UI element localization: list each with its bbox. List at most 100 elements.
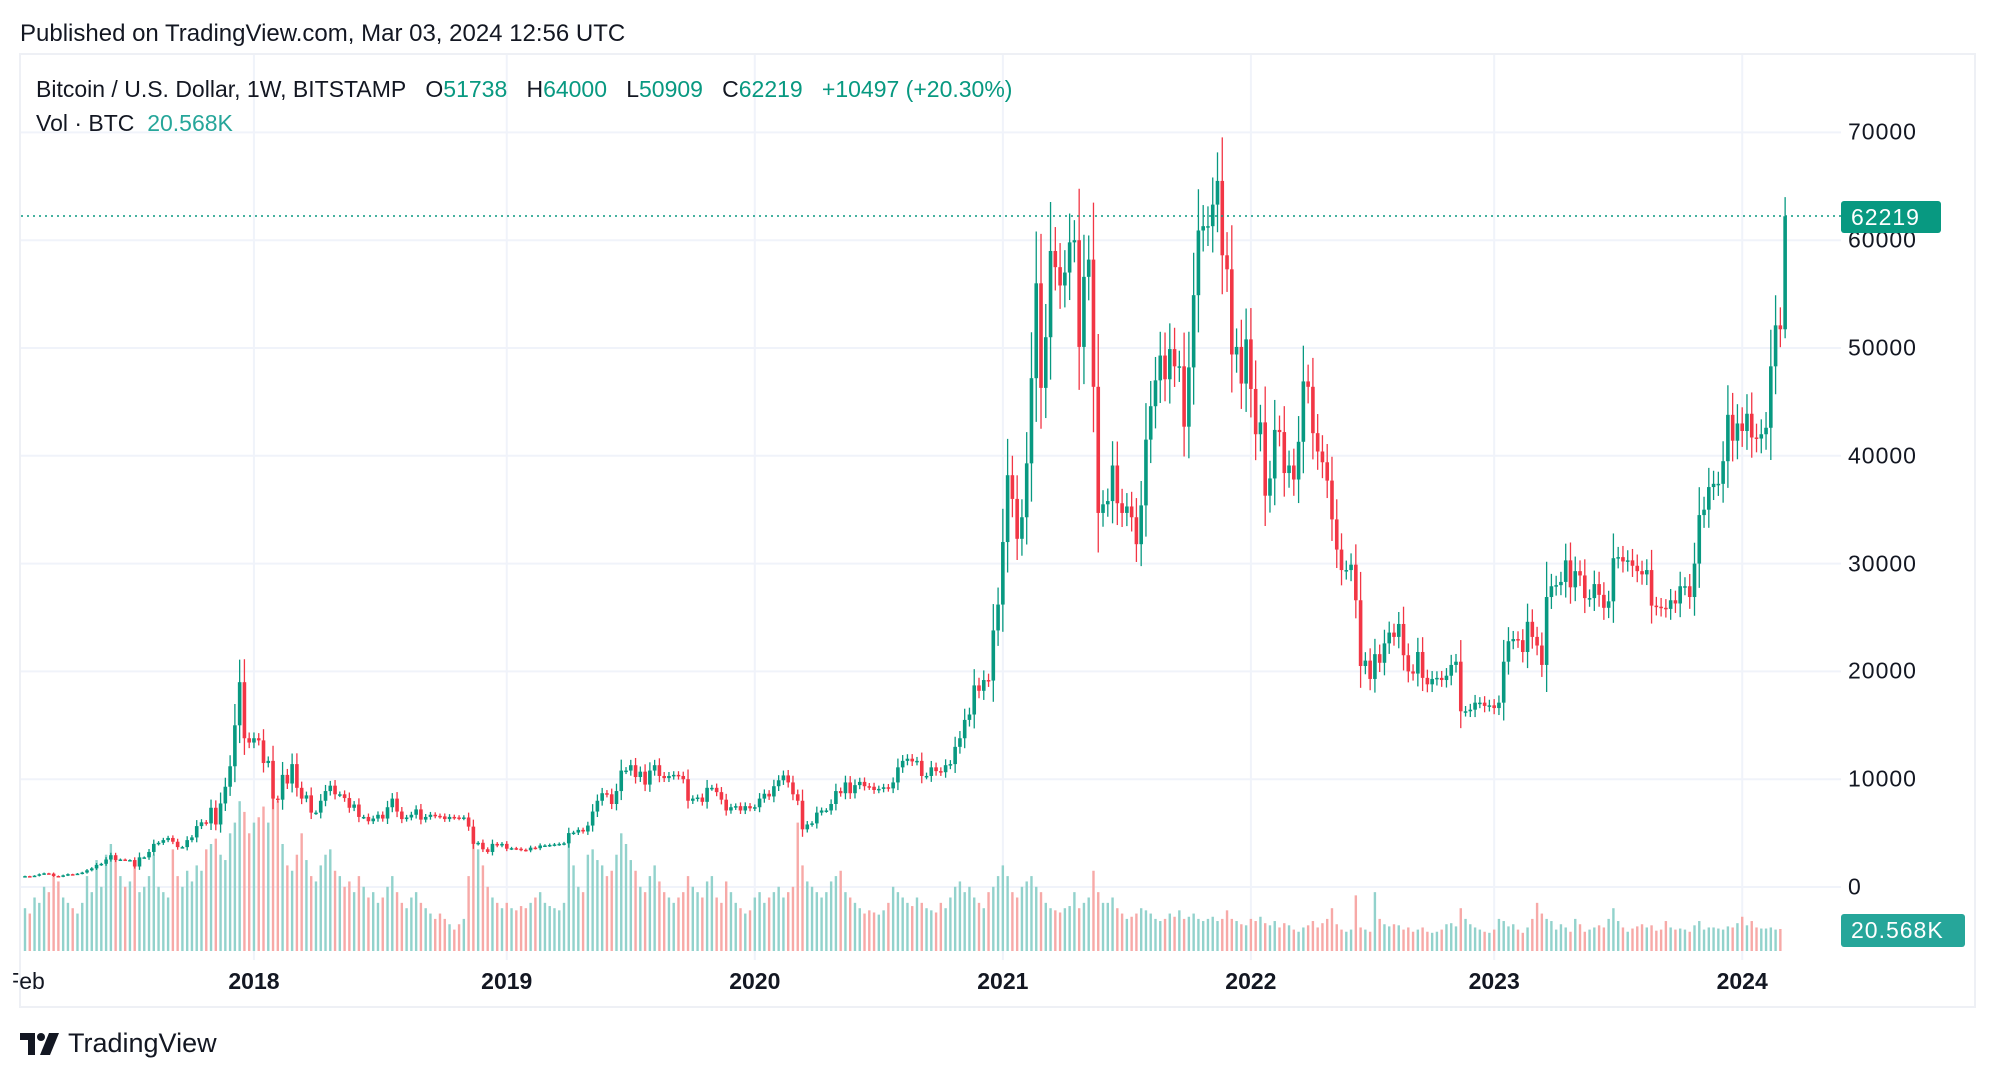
candle-body bbox=[776, 780, 781, 787]
candle-body bbox=[1163, 355, 1167, 380]
candle-body bbox=[581, 829, 585, 832]
volume-bar bbox=[1378, 918, 1381, 951]
volume-bar bbox=[939, 902, 943, 951]
candle bbox=[767, 790, 771, 800]
volume-bar bbox=[600, 865, 604, 951]
candle-body bbox=[37, 874, 42, 876]
candle bbox=[171, 835, 175, 845]
volume-bar bbox=[200, 870, 203, 951]
candle bbox=[1473, 694, 1477, 718]
candle-body bbox=[867, 786, 872, 788]
candle-body bbox=[767, 793, 771, 797]
candle bbox=[147, 849, 151, 860]
candle bbox=[252, 732, 256, 749]
volume-bar bbox=[1445, 924, 1448, 951]
candle bbox=[810, 821, 814, 827]
candle-body bbox=[557, 843, 562, 846]
candle-body bbox=[471, 826, 476, 844]
high-label: H bbox=[526, 76, 544, 102]
candle bbox=[290, 753, 294, 793]
candle bbox=[1396, 611, 1401, 649]
volume-bar bbox=[1597, 925, 1601, 951]
volume-bar bbox=[1459, 908, 1462, 951]
candle-body bbox=[395, 798, 399, 812]
candle bbox=[338, 791, 342, 798]
candle bbox=[280, 761, 285, 810]
candle-body bbox=[595, 800, 600, 812]
candle-body bbox=[104, 859, 108, 864]
candle-body bbox=[700, 797, 705, 802]
candle bbox=[843, 775, 848, 800]
candle bbox=[61, 874, 65, 878]
candle-body bbox=[1072, 240, 1077, 243]
candle bbox=[514, 846, 519, 851]
candle bbox=[1172, 327, 1177, 387]
time-tick-label: Feb bbox=[5, 968, 45, 994]
candle-body bbox=[972, 685, 977, 715]
candle-body bbox=[66, 874, 70, 876]
time-tick-label: 2021 bbox=[977, 968, 1029, 994]
candle-body bbox=[1635, 565, 1640, 572]
volume-bar bbox=[524, 908, 528, 951]
candle-body bbox=[1554, 585, 1558, 587]
candle-body bbox=[137, 857, 142, 867]
candle bbox=[1444, 668, 1449, 688]
candle-body bbox=[1377, 654, 1382, 663]
volume-bar bbox=[348, 881, 351, 951]
candle-body bbox=[996, 604, 1000, 631]
candle-body bbox=[1320, 451, 1325, 463]
candle-body bbox=[633, 765, 638, 778]
candle bbox=[1320, 435, 1325, 479]
candle-body bbox=[1406, 655, 1411, 672]
candle-body bbox=[252, 738, 256, 743]
candle-body bbox=[190, 837, 194, 841]
candle bbox=[447, 814, 452, 822]
candle-body bbox=[991, 630, 996, 681]
candle bbox=[1563, 543, 1568, 598]
candle bbox=[676, 771, 681, 780]
candle bbox=[948, 760, 953, 770]
candle-body bbox=[328, 785, 333, 792]
candle bbox=[1230, 225, 1234, 393]
volume-bar bbox=[1063, 908, 1067, 951]
logo-text: TradingView bbox=[68, 1028, 217, 1058]
time-tick-label: 2023 bbox=[1468, 968, 1520, 994]
volume-bar bbox=[701, 897, 704, 951]
candle bbox=[881, 783, 886, 793]
candle bbox=[299, 781, 304, 805]
candle bbox=[409, 811, 414, 821]
volume-bar bbox=[1187, 916, 1191, 951]
candle bbox=[1268, 460, 1272, 513]
open-label: O bbox=[425, 76, 444, 102]
candle-body bbox=[171, 837, 175, 842]
candle bbox=[42, 872, 46, 875]
candle bbox=[1368, 648, 1372, 691]
candle bbox=[1749, 392, 1754, 458]
candle-body bbox=[347, 798, 352, 808]
volume-bars bbox=[23, 790, 1782, 951]
candle bbox=[1058, 243, 1062, 309]
candle bbox=[786, 769, 790, 788]
candle-body bbox=[1458, 661, 1463, 712]
candle-body bbox=[695, 797, 700, 800]
candle-body bbox=[538, 845, 542, 849]
candle-body bbox=[872, 786, 876, 790]
candle bbox=[614, 783, 619, 811]
volume-bar bbox=[1287, 925, 1291, 951]
candle-body bbox=[156, 842, 161, 845]
volume-bar bbox=[839, 870, 842, 951]
candle bbox=[295, 753, 299, 797]
candle-body bbox=[981, 680, 986, 691]
volume-bar bbox=[1402, 929, 1405, 951]
candle-body bbox=[256, 738, 261, 741]
volume-bar bbox=[152, 854, 155, 951]
candle bbox=[113, 852, 118, 863]
volume-bar bbox=[829, 881, 833, 951]
tradingview-logo[interactable]: TradingView bbox=[20, 1028, 217, 1059]
volume-bar bbox=[286, 865, 289, 951]
volume-bar bbox=[877, 914, 881, 951]
candle bbox=[1554, 575, 1558, 596]
volume-bar bbox=[1302, 927, 1305, 951]
candle bbox=[1478, 697, 1482, 709]
